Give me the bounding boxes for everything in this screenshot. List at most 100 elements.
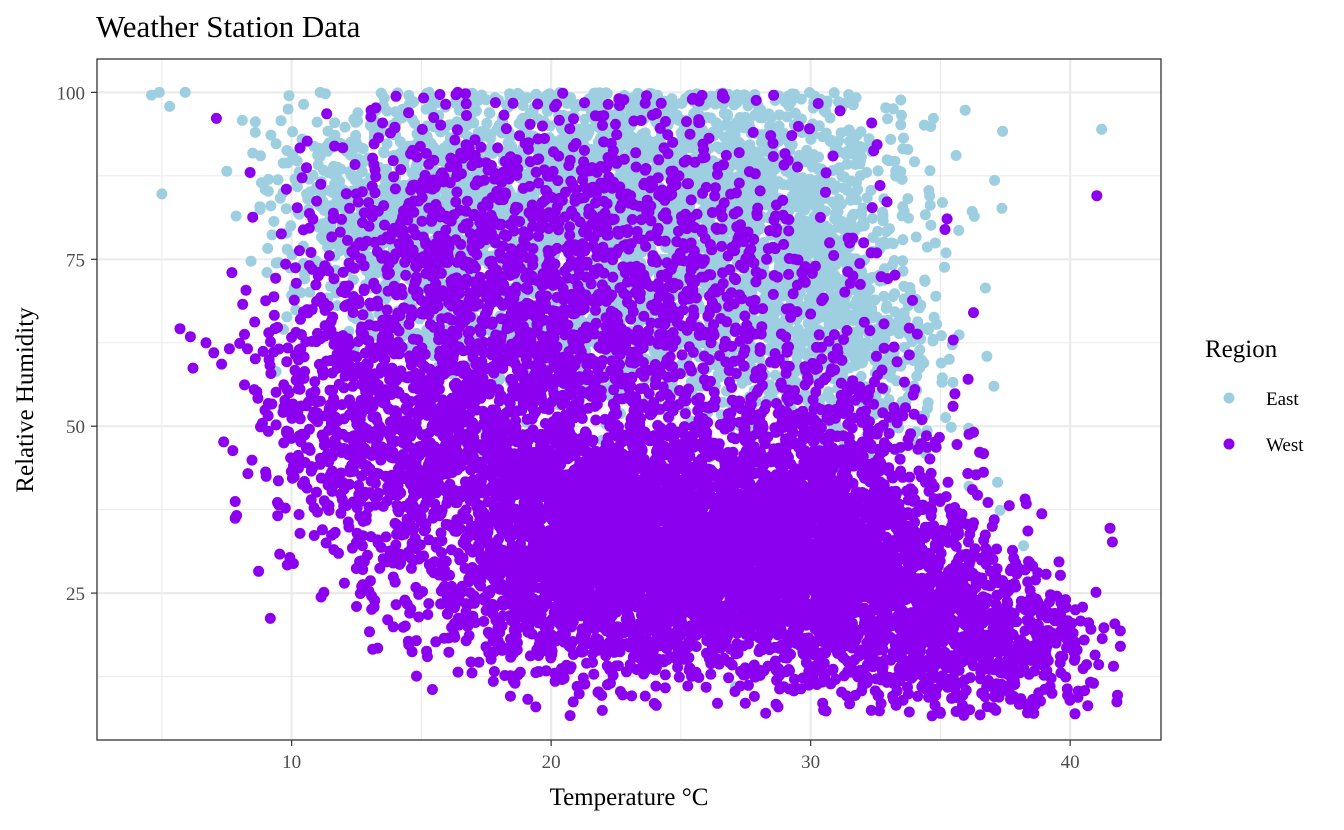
data-point <box>851 129 863 141</box>
data-point <box>274 192 286 204</box>
data-point <box>850 356 862 368</box>
data-point <box>787 176 798 188</box>
data-point <box>988 380 1000 392</box>
data-point <box>480 94 492 106</box>
data-point <box>895 119 907 131</box>
data-point <box>849 299 860 311</box>
data-point <box>262 242 274 254</box>
data-point <box>1036 508 1048 520</box>
data-point <box>773 120 785 132</box>
data-point <box>936 376 948 388</box>
data-point <box>734 121 745 133</box>
data-point <box>530 88 542 100</box>
data-point <box>830 180 842 192</box>
data-point <box>902 193 914 205</box>
data-point <box>266 229 278 241</box>
data-point <box>153 86 165 98</box>
data-point <box>778 93 790 105</box>
data-point <box>760 707 772 719</box>
data-point <box>925 219 937 231</box>
data-point <box>877 215 889 227</box>
data-point <box>335 163 347 175</box>
data-point <box>877 206 888 218</box>
data-point <box>164 100 176 112</box>
data-point <box>236 114 248 126</box>
data-point <box>765 112 777 123</box>
data-point <box>334 245 346 257</box>
data-point <box>857 216 869 228</box>
data-point <box>768 177 780 189</box>
data-point <box>590 87 602 99</box>
data-point <box>950 150 962 161</box>
data-point <box>263 173 274 185</box>
data-point <box>381 138 393 150</box>
data-point <box>282 103 294 115</box>
data-point <box>851 194 862 206</box>
data-point <box>865 184 877 196</box>
data-point <box>855 151 867 163</box>
chart-title: Weather Station Data <box>96 9 361 44</box>
data-point <box>896 109 907 121</box>
data-point <box>662 226 674 238</box>
data-point <box>836 216 848 227</box>
data-point <box>992 476 1003 488</box>
data-point <box>354 141 366 153</box>
data-point <box>322 125 334 137</box>
data-point <box>762 167 774 179</box>
data-point <box>880 226 892 238</box>
data-point <box>741 188 753 200</box>
data-point <box>897 201 909 213</box>
data-point <box>836 171 848 182</box>
data-point <box>312 149 324 161</box>
data-point <box>883 155 895 167</box>
data-point <box>618 212 630 224</box>
data-point <box>755 136 767 148</box>
data-point <box>795 93 807 105</box>
data-point <box>280 203 292 215</box>
data-point <box>867 212 878 224</box>
data-point <box>769 369 781 381</box>
data-point <box>319 88 331 100</box>
data-point <box>935 357 947 369</box>
data-point <box>221 165 233 177</box>
data-point <box>979 282 991 294</box>
data-point <box>249 116 261 128</box>
series-west <box>174 86 1126 722</box>
data-point <box>885 133 897 145</box>
data-point <box>287 126 298 138</box>
data-point <box>1018 540 1029 552</box>
data-point <box>484 107 496 119</box>
data-point <box>268 215 280 227</box>
data-point <box>272 174 284 186</box>
data-point <box>705 112 717 124</box>
data-point <box>505 139 516 151</box>
data-point <box>773 318 785 330</box>
data-point <box>784 167 796 179</box>
data-point <box>813 151 825 163</box>
data-point <box>909 156 920 168</box>
data-point <box>262 185 274 197</box>
data-point <box>842 125 854 137</box>
data-point <box>311 116 323 128</box>
data-point <box>833 96 844 108</box>
data-point <box>959 104 971 116</box>
data-point <box>230 210 242 222</box>
data-point <box>936 197 948 208</box>
data-point <box>301 188 313 200</box>
data-point <box>583 123 595 135</box>
data-point <box>255 150 266 162</box>
data-point <box>804 87 815 98</box>
data-point <box>828 87 840 99</box>
data-point <box>947 376 959 388</box>
data-point <box>846 211 858 223</box>
data-point <box>923 185 935 196</box>
data-point <box>968 210 980 222</box>
data-point <box>867 232 879 243</box>
data-point <box>925 121 937 132</box>
data-point <box>898 132 909 144</box>
data-point <box>789 194 801 206</box>
data-point <box>806 198 818 210</box>
data-point <box>989 174 1001 186</box>
data-point <box>911 370 923 382</box>
data-point <box>802 224 814 235</box>
